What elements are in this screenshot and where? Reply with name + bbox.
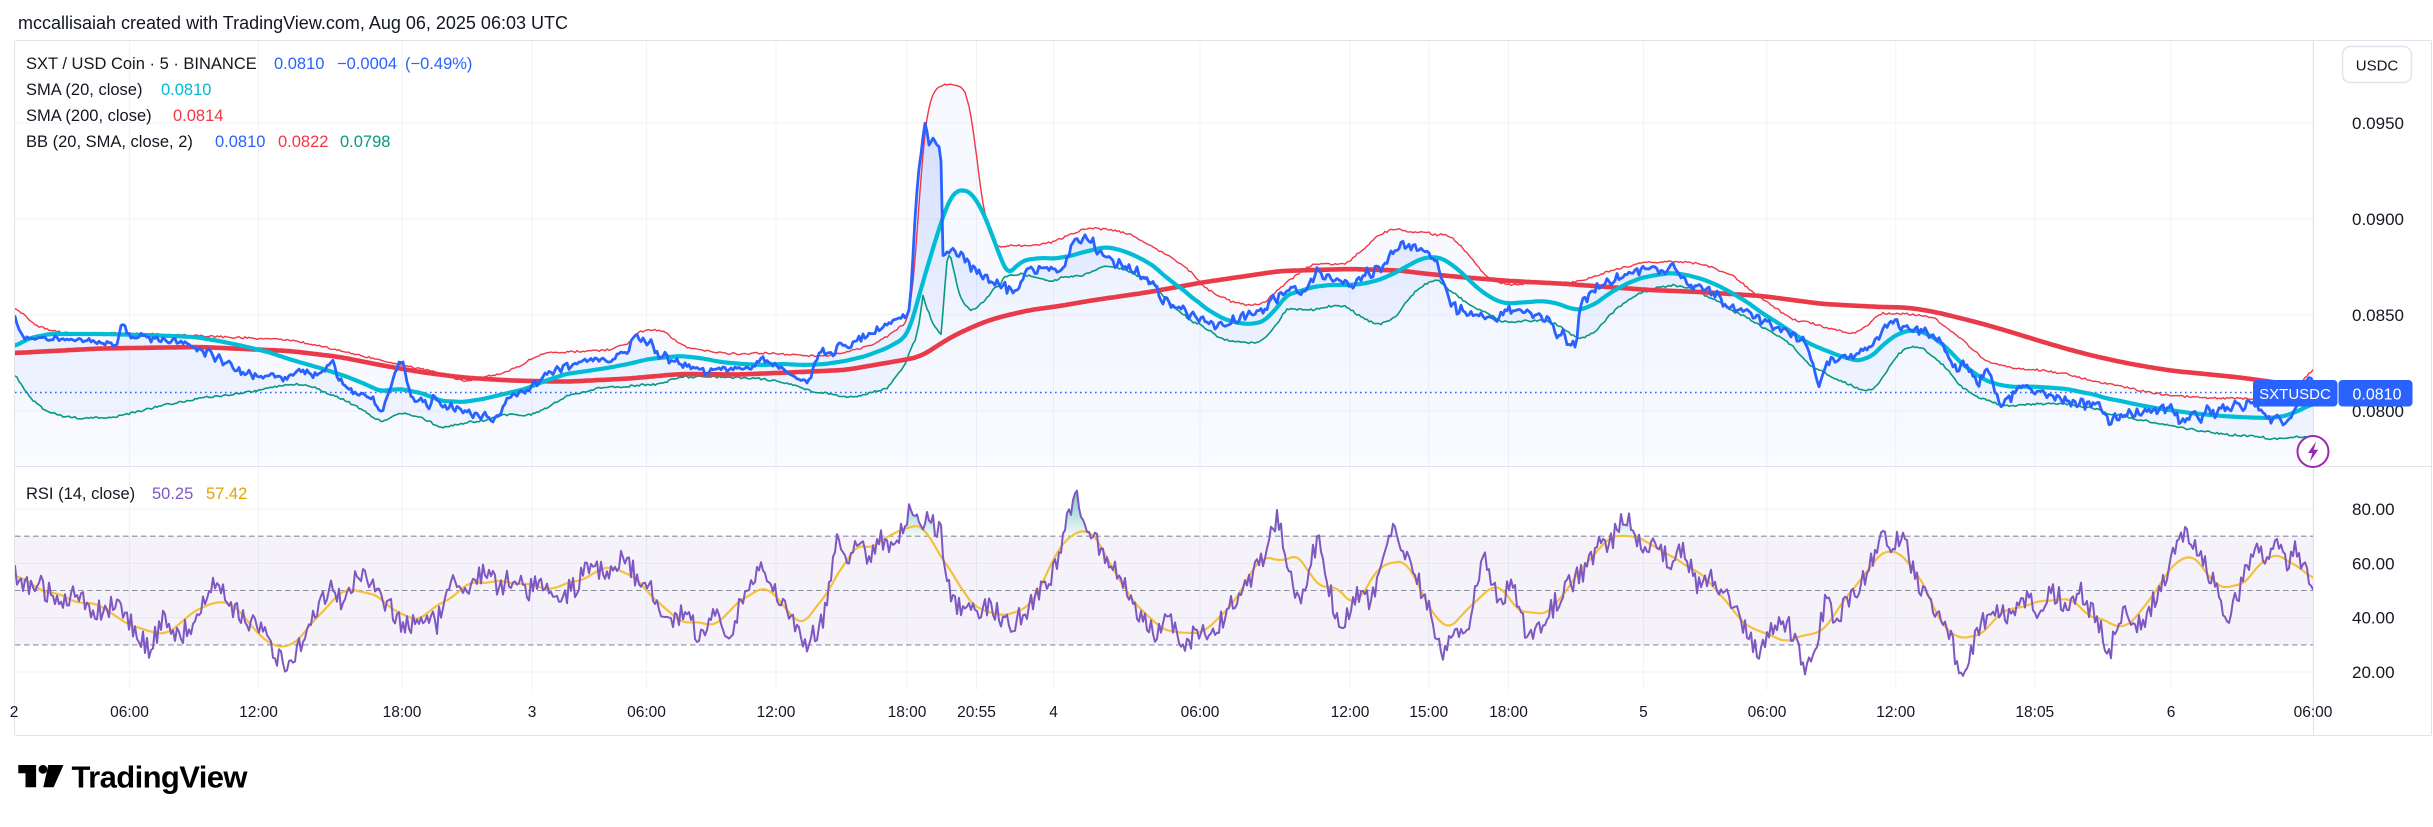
- svg-text:SXT / USD Coin · 5 · BINANCE: SXT / USD Coin · 5 · BINANCE: [26, 55, 257, 73]
- svg-text:0.0900: 0.0900: [2352, 210, 2404, 229]
- svg-text:06:00: 06:00: [627, 704, 666, 721]
- svg-text:0.0814: 0.0814: [173, 107, 223, 125]
- svg-text:20:55: 20:55: [957, 704, 996, 721]
- svg-text:SMA (20, close): SMA (20, close): [26, 81, 142, 99]
- svg-text:0.0810: 0.0810: [274, 55, 324, 73]
- svg-text:18:00: 18:00: [383, 704, 422, 721]
- svg-text:12:00: 12:00: [757, 704, 796, 721]
- svg-text:06:00: 06:00: [110, 704, 149, 721]
- svg-text:06:00: 06:00: [1748, 704, 1787, 721]
- svg-text:80.00: 80.00: [2352, 500, 2395, 519]
- svg-text:6: 6: [2167, 704, 2176, 721]
- svg-text:mccallisaiah created with Trad: mccallisaiah created with TradingView.co…: [18, 13, 568, 33]
- svg-text:0.0950: 0.0950: [2352, 114, 2404, 133]
- svg-text:12:00: 12:00: [239, 704, 278, 721]
- svg-text:0.0850: 0.0850: [2352, 306, 2404, 325]
- svg-text:RSI (14, close): RSI (14, close): [26, 485, 135, 503]
- svg-text:−0.0004: −0.0004: [337, 55, 397, 73]
- svg-text:(−0.49%): (−0.49%): [405, 55, 472, 73]
- svg-text:40.00: 40.00: [2352, 609, 2395, 628]
- svg-text:TradingView: TradingView: [72, 760, 249, 795]
- svg-text:USDC: USDC: [2356, 58, 2399, 75]
- svg-text:50.25: 50.25: [152, 485, 193, 503]
- svg-text:0.0800: 0.0800: [2352, 402, 2404, 421]
- svg-text:15:00: 15:00: [1409, 704, 1448, 721]
- svg-text:0.0810: 0.0810: [161, 81, 211, 99]
- svg-text:SXTUSDC: SXTUSDC: [2259, 386, 2331, 403]
- svg-text:2: 2: [10, 704, 19, 721]
- svg-text:06:00: 06:00: [1181, 704, 1220, 721]
- svg-text:BB (20, SMA, close, 2): BB (20, SMA, close, 2): [26, 133, 193, 151]
- svg-text:0.0822: 0.0822: [278, 133, 328, 151]
- svg-text:0.0810: 0.0810: [215, 133, 265, 151]
- svg-text:0.0810: 0.0810: [2353, 387, 2402, 404]
- svg-text:0.0798: 0.0798: [340, 133, 390, 151]
- svg-text:12:00: 12:00: [1331, 704, 1370, 721]
- svg-text:12:00: 12:00: [1876, 704, 1915, 721]
- svg-text:18:05: 18:05: [2015, 704, 2054, 721]
- svg-text:06:00: 06:00: [2294, 704, 2333, 721]
- svg-text:18:00: 18:00: [1489, 704, 1528, 721]
- svg-text:18:00: 18:00: [888, 704, 927, 721]
- svg-text:3: 3: [528, 704, 537, 721]
- svg-text:4: 4: [1049, 704, 1058, 721]
- svg-text:60.00: 60.00: [2352, 554, 2395, 573]
- svg-text:57.42: 57.42: [206, 485, 247, 503]
- svg-text:SMA (200, close): SMA (200, close): [26, 107, 152, 125]
- svg-text:20.00: 20.00: [2352, 663, 2395, 682]
- svg-text:5: 5: [1639, 704, 1648, 721]
